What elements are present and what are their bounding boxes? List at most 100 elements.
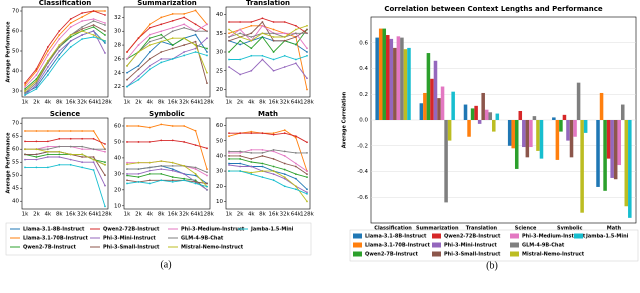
point — [148, 169, 151, 172]
point — [69, 163, 72, 166]
point — [239, 150, 242, 153]
x-tick-label: Classification — [374, 226, 412, 232]
bar — [419, 103, 424, 120]
bar — [617, 120, 621, 166]
point — [81, 30, 84, 32]
point — [92, 161, 95, 164]
point — [261, 58, 264, 61]
point — [104, 150, 106, 153]
point — [206, 37, 208, 40]
point — [148, 33, 151, 36]
y-axis-label: Average Performance — [6, 132, 12, 194]
point — [171, 47, 174, 50]
y-tick-label: 30 — [216, 50, 223, 56]
bar — [481, 92, 485, 120]
point — [104, 184, 106, 187]
point — [24, 158, 26, 161]
point — [294, 173, 297, 176]
point — [272, 179, 275, 182]
point — [104, 148, 106, 151]
point — [126, 179, 128, 182]
y-axis-label: Average Correlation — [342, 91, 348, 148]
point — [137, 168, 140, 170]
point — [81, 137, 84, 140]
point — [92, 148, 95, 151]
y-tick-label: 55 — [12, 160, 19, 166]
bar — [573, 120, 577, 137]
point — [250, 47, 253, 50]
subplot-title: Science — [50, 110, 80, 118]
point — [283, 39, 286, 42]
point — [35, 148, 38, 151]
y-tick-label: 0.2 — [359, 92, 368, 98]
x-tick-label: 32k — [280, 212, 291, 218]
point — [58, 38, 61, 40]
y-tick-label: 20 — [216, 87, 223, 93]
y-tick-label: 35 — [216, 31, 223, 37]
series-line — [228, 25, 308, 49]
plot-frame — [123, 117, 211, 210]
legend-swatch — [574, 233, 583, 239]
bar — [375, 37, 379, 120]
point — [35, 140, 38, 143]
x-tick-label: 2k — [33, 100, 40, 106]
point — [35, 166, 38, 169]
y-tick-label: 40 — [12, 199, 19, 205]
y-tick-label: 10 — [114, 203, 121, 209]
y-tick-label: 40 — [114, 155, 121, 161]
legend-label: Phi-3-Medium-Instruct — [522, 234, 586, 240]
point — [171, 139, 174, 142]
point — [294, 188, 297, 191]
point — [228, 28, 230, 31]
point — [35, 88, 38, 90]
legend-label: Qwen2-7B-Instruct — [23, 245, 77, 251]
point — [46, 46, 49, 48]
point — [228, 39, 230, 42]
point — [283, 173, 286, 176]
series-line — [25, 156, 106, 186]
point — [104, 42, 106, 44]
point — [171, 58, 174, 60]
y-tick-label: -0.4 — [357, 169, 368, 175]
x-tick-label: Translation — [466, 226, 498, 232]
point — [126, 125, 128, 127]
point — [126, 78, 128, 81]
point — [126, 85, 128, 88]
point — [160, 123, 163, 126]
point — [294, 24, 297, 27]
bar — [430, 78, 434, 120]
point — [92, 169, 95, 171]
point — [194, 23, 197, 26]
point — [148, 172, 151, 175]
point — [137, 51, 140, 53]
point — [228, 135, 230, 138]
point — [306, 54, 308, 57]
bar — [444, 120, 448, 203]
point — [148, 166, 151, 169]
point — [160, 179, 163, 182]
point — [148, 51, 151, 53]
legend-label: Phi-3-Mini-Instruct — [103, 236, 156, 242]
point — [126, 163, 128, 166]
point — [126, 141, 128, 143]
y-tick-label: 40 — [12, 69, 19, 75]
point — [148, 40, 151, 43]
point — [239, 32, 242, 35]
series-line — [229, 155, 308, 175]
point — [92, 137, 95, 140]
point — [206, 47, 208, 50]
point — [35, 82, 38, 84]
x-tick-label: 8k — [56, 212, 63, 218]
series-line — [228, 25, 308, 90]
subplot-title: Math — [258, 110, 278, 118]
x-tick-label: 128k — [200, 100, 214, 106]
subplot-title: Classification — [39, 0, 92, 7]
point — [306, 173, 308, 176]
point — [148, 126, 151, 129]
point — [92, 158, 95, 161]
x-tick-label: 64k — [190, 212, 201, 218]
point — [46, 145, 49, 148]
bar — [495, 113, 500, 120]
point — [294, 135, 297, 138]
